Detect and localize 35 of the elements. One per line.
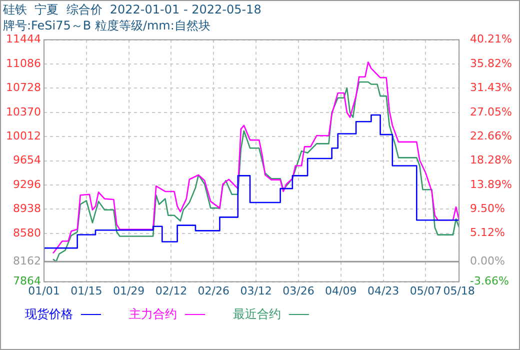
x-tick-label: 01/15 <box>70 284 102 298</box>
x-tick-label: 01/29 <box>112 284 145 298</box>
y2-tick-label: 9.50% <box>470 202 506 216</box>
y-tick-label: 10370 <box>6 105 41 118</box>
y2-tick-label: 5.12% <box>470 226 506 240</box>
y-tick-label: 11086 <box>6 56 41 70</box>
y-tick-label: 8162 <box>12 254 41 268</box>
y-tick-label: 11444 <box>6 32 41 46</box>
legend-label: 最近合约 <box>233 306 281 322</box>
x-tick-label: 02/12 <box>155 284 188 298</box>
y-tick-label: 10728 <box>6 81 41 94</box>
x-tick-label: 03/12 <box>240 284 272 298</box>
y-tick-label: 9654 <box>12 154 41 167</box>
y2-tick-label: 22.66% <box>470 129 512 142</box>
x-tick-label: 03/26 <box>282 284 314 298</box>
x-tick-label: 04/23 <box>367 284 400 298</box>
y-tick-label: 10012 <box>6 129 41 142</box>
y2-tick-label: 18.28% <box>470 154 512 167</box>
chart-subtitle: 牌号:FeSi75～B 粒度等级/mm:自然块 <box>3 18 210 33</box>
y2-tick-label: 13.89% <box>470 178 512 191</box>
y2-tick-label: 27.05% <box>470 105 512 118</box>
legend-label: 主力合约 <box>129 306 177 322</box>
x-tick-label: 05/07 <box>410 284 442 298</box>
x-tick-label: 04/09 <box>325 284 357 298</box>
x-tick-label: 05/18 <box>443 284 475 298</box>
chart-title: 硅铁 宁夏 综合价 2022-01-01 - 2022-05-18 <box>2 2 262 16</box>
y2-tick-label: 40.21% <box>470 32 512 46</box>
y-tick-label: 8938 <box>12 202 41 216</box>
y2-tick-label: 31.43% <box>470 81 512 94</box>
y-tick-label: 8580 <box>12 226 41 240</box>
y2-tick-label: 35.82% <box>470 56 512 70</box>
x-tick-label: 02/26 <box>198 284 230 298</box>
y-tick-label: 9296 <box>12 178 41 191</box>
y2-tick-label: 0.00% <box>470 254 506 268</box>
legend-label: 现货价格 <box>25 306 73 322</box>
